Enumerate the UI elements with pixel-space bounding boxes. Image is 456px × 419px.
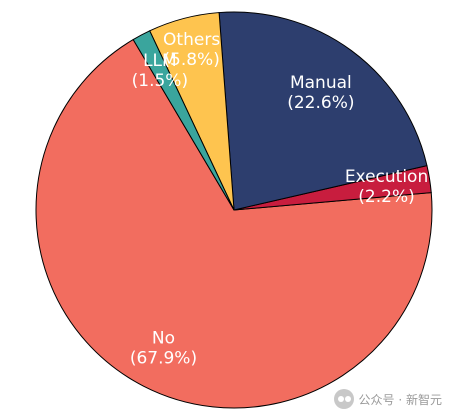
watermark: 公众号 · 新智元 — [333, 389, 442, 409]
pie-label-percent: (67.9%) — [130, 348, 197, 368]
pie-label-others: Others (5.8%) — [163, 30, 220, 70]
pie-label-no: No (67.9%) — [130, 328, 197, 368]
pie-label-execution: Execution (2.2%) — [345, 167, 428, 207]
pie-slice-manual — [218, 11, 428, 211]
wechat-icon — [333, 389, 354, 409]
pie-label-name: Execution — [345, 167, 428, 187]
pie-label-name: No — [152, 328, 175, 348]
pie-labels: No (67.9%) Execution (2.2%) Manual (22.6%) Oth… — [130, 30, 428, 368]
pie-label-llm: LLM (1.5%) — [132, 51, 188, 91]
pie-slice-llm — [132, 30, 235, 211]
pie-slice-no — [35, 38, 433, 409]
pie-label-manual: Manual (22.6%) — [287, 73, 354, 113]
pie-label-percent: (5.8%) — [163, 50, 219, 70]
pie-label-percent: (1.5%) — [132, 71, 188, 91]
watermark-text: 公众号 · 新智元 — [358, 392, 442, 407]
pie-label-percent: (2.2%) — [358, 187, 414, 207]
pie-label-name: Others — [163, 30, 220, 50]
pie-label-name: Manual — [290, 73, 352, 93]
pie-label-percent: (22.6%) — [287, 93, 354, 113]
pie-label-name: LLM — [143, 51, 177, 71]
pie-slices — [35, 11, 433, 409]
